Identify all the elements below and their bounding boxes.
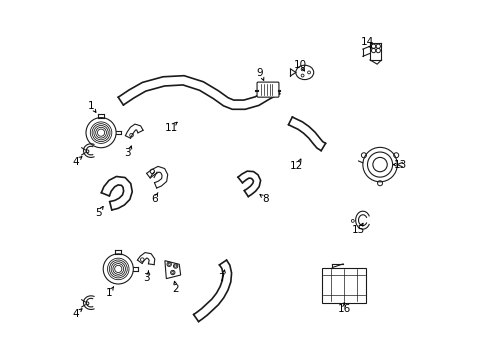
Text: 16: 16 bbox=[337, 304, 350, 314]
Text: 15: 15 bbox=[351, 225, 365, 235]
Text: 7: 7 bbox=[218, 273, 224, 283]
Text: 1: 1 bbox=[87, 102, 94, 112]
Text: 1: 1 bbox=[105, 288, 112, 298]
Text: 6: 6 bbox=[150, 194, 157, 204]
Circle shape bbox=[174, 265, 176, 267]
Text: 5: 5 bbox=[95, 208, 102, 218]
Text: 4: 4 bbox=[73, 157, 79, 167]
Text: 2: 2 bbox=[172, 284, 179, 294]
Circle shape bbox=[168, 263, 170, 265]
Text: 12: 12 bbox=[289, 161, 303, 171]
Ellipse shape bbox=[295, 65, 313, 80]
Text: 4: 4 bbox=[73, 310, 79, 319]
Circle shape bbox=[171, 271, 174, 274]
Text: 8: 8 bbox=[262, 194, 268, 204]
Bar bbox=[321, 267, 366, 303]
Text: 13: 13 bbox=[393, 159, 407, 170]
Text: 3: 3 bbox=[123, 148, 130, 158]
Text: 14: 14 bbox=[360, 37, 373, 47]
FancyBboxPatch shape bbox=[257, 82, 278, 97]
Text: 10: 10 bbox=[293, 59, 306, 69]
Text: 9: 9 bbox=[256, 68, 263, 78]
Polygon shape bbox=[164, 261, 180, 279]
Text: 3: 3 bbox=[143, 273, 150, 283]
Text: 11: 11 bbox=[164, 123, 177, 133]
